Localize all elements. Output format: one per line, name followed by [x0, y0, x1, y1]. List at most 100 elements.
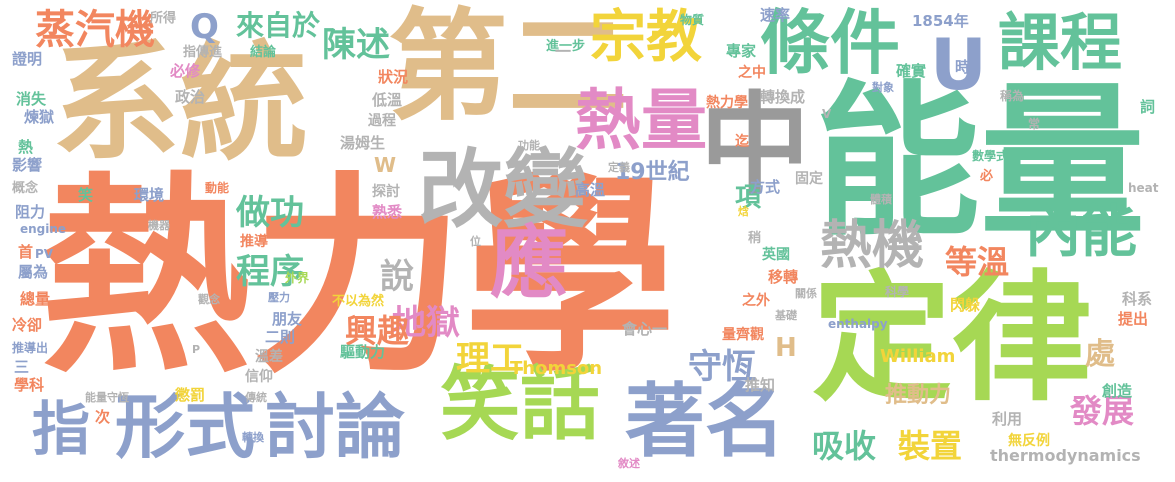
- word: P: [192, 343, 201, 356]
- word: 首: [18, 243, 34, 261]
- word: 地獄: [392, 303, 460, 343]
- word: 轉換: [242, 431, 264, 444]
- word: Q: [190, 7, 219, 47]
- word: 熱力學: [706, 95, 748, 111]
- word: 項: [735, 183, 762, 213]
- word: 溫差: [255, 349, 283, 365]
- word: 笑: [78, 186, 94, 204]
- word: 動能: [205, 181, 230, 195]
- word: W: [374, 153, 397, 177]
- word: 詞: [1140, 98, 1156, 116]
- word: 焓: [738, 205, 749, 218]
- word: PV: [35, 247, 54, 261]
- word: 稍: [748, 231, 762, 246]
- word: 改變: [418, 141, 589, 240]
- word: 外界: [285, 271, 310, 285]
- word: 煉獄: [24, 108, 55, 126]
- word: 對象: [872, 81, 894, 94]
- word: 興趣: [345, 312, 410, 350]
- word: 功能: [518, 139, 540, 152]
- word: 確實: [896, 62, 927, 80]
- word: 量齊觀: [722, 327, 764, 343]
- word: 必修: [170, 62, 201, 80]
- word: 創造: [1102, 382, 1133, 400]
- word: 笑話: [440, 358, 600, 451]
- word: 課程: [998, 6, 1123, 79]
- word: heat: [1128, 181, 1159, 195]
- word: 無反例: [1008, 433, 1050, 449]
- word: 蒸汽機: [35, 7, 155, 53]
- word: 英國: [762, 247, 790, 263]
- word: 環境: [134, 186, 165, 204]
- word: 屬為: [18, 263, 49, 281]
- word: 推導出: [12, 341, 49, 355]
- word: 政治: [175, 88, 206, 106]
- word: 位: [470, 235, 481, 248]
- word: 常: [1028, 117, 1041, 131]
- word: 裝置: [898, 427, 963, 465]
- word: 迄: [735, 134, 749, 150]
- word: V: [822, 107, 832, 121]
- word: 數學式: [972, 149, 1009, 163]
- word: enthalpy: [828, 317, 888, 331]
- word: 傳統: [245, 391, 267, 404]
- word: 熱: [18, 138, 34, 156]
- word: U: [930, 24, 987, 106]
- word: 做功: [236, 193, 304, 233]
- word: 應: [490, 219, 569, 309]
- word: 轉換成: [760, 88, 806, 106]
- word: 基礎: [775, 309, 797, 322]
- word: 吸收: [812, 427, 877, 465]
- word: 熟悉: [372, 203, 403, 221]
- word: 熱力學: [40, 154, 676, 401]
- word: 會心一: [622, 320, 668, 338]
- word: 內能: [1025, 200, 1137, 265]
- word: 結論: [250, 45, 277, 60]
- word: 速率: [760, 6, 791, 24]
- word: 熱量: [575, 82, 707, 159]
- word: 總量: [20, 290, 51, 308]
- word: 專家: [726, 42, 757, 60]
- word: 1854年: [912, 12, 969, 30]
- word: 三: [14, 358, 30, 376]
- word: 19世紀: [615, 160, 690, 185]
- word: thermodynamics: [990, 446, 1141, 465]
- word: 二則: [265, 328, 296, 346]
- word: 理工: [456, 339, 524, 379]
- word: 提出: [1118, 310, 1149, 328]
- word: 指傳進: [183, 45, 223, 60]
- word: 影響: [12, 156, 43, 174]
- word: 關係: [795, 287, 817, 300]
- word: 低溫: [372, 91, 403, 109]
- word: 等溫: [945, 243, 1010, 281]
- word: 次: [95, 408, 111, 426]
- word: 驅動力: [340, 343, 386, 361]
- word: 信仰: [245, 369, 273, 385]
- word: 方式: [750, 178, 781, 196]
- word: 不以為然: [332, 294, 385, 309]
- word: 條件: [760, 2, 900, 84]
- word: 宗教: [590, 5, 702, 70]
- word: 物質: [680, 13, 705, 27]
- word: 所得: [150, 11, 177, 26]
- word: Thomson: [510, 358, 603, 379]
- word: 推導: [240, 234, 268, 250]
- word: 守恆: [688, 347, 756, 387]
- word: 指: [32, 395, 91, 463]
- word: 第二: [388, 0, 628, 137]
- word: 觀念: [198, 293, 220, 306]
- word: William: [880, 346, 956, 367]
- word: 能量守恆: [85, 391, 129, 404]
- word: 冷卻: [12, 316, 43, 334]
- word: 熱機: [820, 216, 925, 276]
- word: 湯姆生: [340, 134, 386, 152]
- word: 學科: [14, 376, 45, 394]
- word: 機器: [148, 219, 170, 232]
- word: 程序: [236, 252, 304, 292]
- word: 敘述: [618, 457, 640, 470]
- word: 系統: [52, 29, 309, 178]
- word: 探討: [372, 184, 400, 200]
- word: 形式: [115, 386, 255, 468]
- word: 討論: [265, 386, 405, 468]
